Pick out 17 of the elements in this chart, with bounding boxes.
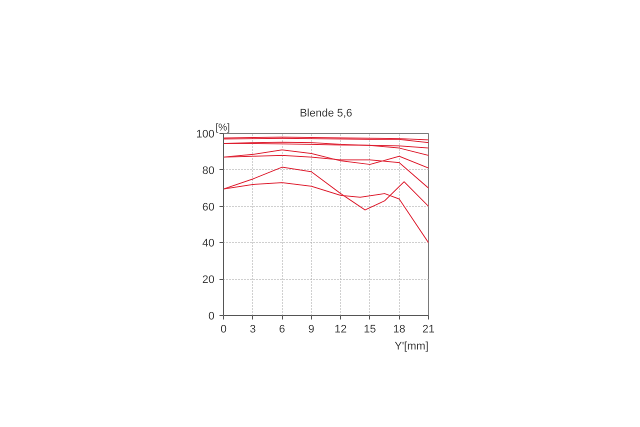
x-tick-label: 0 bbox=[220, 324, 227, 336]
chart-title: Blende 5,6 bbox=[300, 108, 352, 120]
y-tick-label: 20 bbox=[202, 274, 215, 286]
y-tick-label: 40 bbox=[202, 238, 215, 250]
y-axis-title: [%] bbox=[216, 122, 230, 134]
x-tick-label: 12 bbox=[334, 324, 347, 336]
x-tick-label: 15 bbox=[364, 324, 376, 336]
y-tick-label: 100 bbox=[196, 128, 215, 140]
y-tick-label: 80 bbox=[202, 164, 215, 177]
x-tick-label: 21 bbox=[422, 324, 435, 336]
x-tick-label: 6 bbox=[279, 324, 286, 336]
y-tick-label: 60 bbox=[202, 201, 215, 214]
x-tick-label: 9 bbox=[308, 324, 314, 336]
y-tick-label: 0 bbox=[208, 310, 215, 322]
x-tick-label: 3 bbox=[250, 324, 256, 336]
x-axis-title: Y'[mm] bbox=[394, 340, 429, 352]
x-tick-label: 18 bbox=[393, 324, 406, 336]
